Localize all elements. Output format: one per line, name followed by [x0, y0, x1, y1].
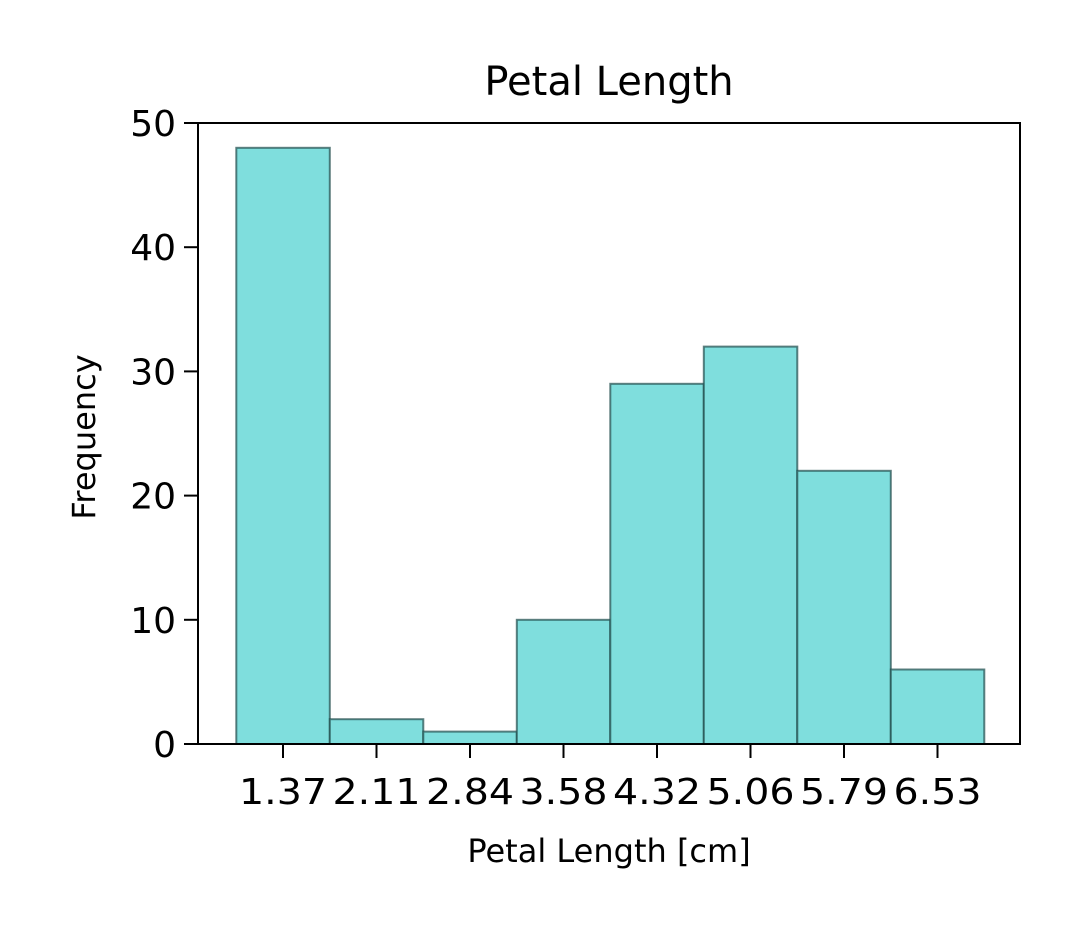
y-tick-label: 50 — [130, 104, 176, 145]
x-tick-label: 6.53 — [894, 772, 982, 813]
bars-group — [235, 146, 986, 746]
y-tick-label: 30 — [130, 352, 176, 393]
x-tick-label: 1.37 — [239, 772, 327, 813]
x-tick-label: 5.06 — [707, 772, 795, 813]
x-tick-label: 2.11 — [333, 772, 421, 813]
y-axis: 0 10 20 30 40 50 — [130, 104, 198, 766]
y-tick-label: 0 — [153, 725, 176, 766]
bar-2.84 — [422, 730, 518, 745]
x-axis: 1.37 2.11 2.84 3.58 4.32 5.06 5.79 6.53 — [239, 744, 982, 813]
x-tick-label: 3.58 — [520, 772, 608, 813]
y-axis-label: Frequency — [65, 354, 103, 519]
bar-5.79 — [796, 469, 892, 745]
y-tick-label: 40 — [130, 228, 176, 269]
bar-3.58 — [515, 618, 612, 745]
bar-5.06 — [702, 345, 799, 745]
x-tick-label: 4.32 — [613, 772, 701, 813]
x-tick-label: 5.79 — [800, 772, 888, 813]
x-axis-label: Petal Length [cm] — [467, 832, 750, 870]
y-tick-label: 20 — [130, 477, 176, 518]
bar-1.37 — [235, 146, 331, 746]
bar-4.32 — [609, 382, 705, 745]
bar-6.53 — [889, 668, 986, 745]
x-tick-label: 2.84 — [426, 772, 514, 813]
bar-2.11 — [328, 718, 425, 746]
y-tick-label: 10 — [130, 601, 176, 642]
plot-frame — [197, 122, 1021, 745]
chart-title: Petal Length — [484, 59, 733, 105]
